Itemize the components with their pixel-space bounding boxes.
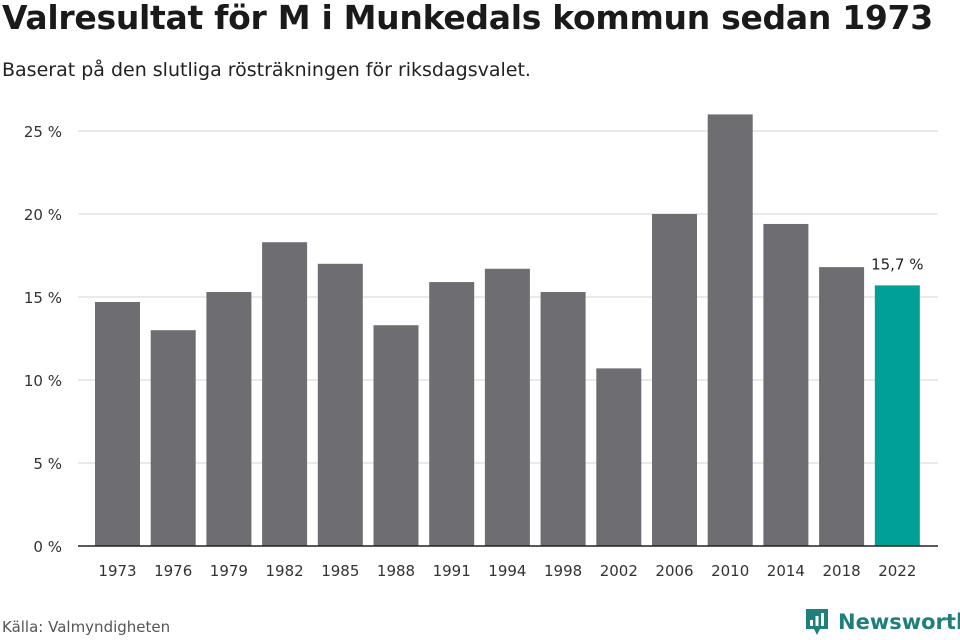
bar [262, 242, 308, 546]
bar [763, 223, 809, 546]
bar [819, 267, 865, 546]
y-tick-label: 20 % [24, 206, 62, 224]
bar [540, 292, 586, 546]
y-tick-label: 25 % [24, 123, 62, 141]
x-tick-label: 1976 [154, 562, 192, 580]
x-tick-label: 1982 [266, 562, 304, 580]
x-tick-label: 2022 [878, 562, 916, 580]
bar [874, 285, 920, 546]
bar [206, 292, 252, 546]
y-tick-label: 10 % [24, 372, 62, 390]
bar [317, 263, 363, 546]
x-tick-label: 1991 [433, 562, 471, 580]
x-tick-label: 2014 [767, 562, 805, 580]
brand-name: Newsworthy [838, 610, 960, 634]
chart-title: Valresultat för M i Munkedals kommun sed… [2, 0, 933, 37]
bar [596, 368, 642, 546]
x-tick-label: 2018 [823, 562, 861, 580]
x-tick-label: 1973 [98, 562, 136, 580]
chart-subtitle: Baserat på den slutliga rösträkningen fö… [2, 59, 531, 81]
x-tick-label: 1979 [210, 562, 248, 580]
brand-logo: Newsworthy [804, 606, 960, 638]
newsworthy-logo-icon [806, 609, 828, 635]
bar [707, 114, 753, 547]
x-tick-label: 1988 [377, 562, 415, 580]
data-label: 15,7 % [871, 255, 923, 273]
x-tick-label: 2006 [655, 562, 693, 580]
x-tick-label: 1998 [544, 562, 582, 580]
y-tick-label: 0 % [33, 538, 62, 556]
y-tick-label: 15 % [24, 289, 62, 307]
bar [652, 214, 697, 546]
bar [429, 282, 475, 546]
x-tick-label: 2010 [711, 562, 749, 580]
y-tick-label: 5 % [33, 455, 62, 473]
bar [150, 330, 196, 546]
bar [373, 325, 419, 546]
bar [95, 301, 140, 546]
bar-chart: 0 % 5 % 10 % 15 % 20 % 25 % 1973 1976 1979 1982 19… [24, 114, 938, 580]
x-tick-label: 1994 [488, 562, 526, 580]
x-tick-label: 2002 [600, 562, 638, 580]
x-tick-label: 1985 [321, 562, 359, 580]
source-note: Källa: Valmyndigheten [2, 618, 171, 636]
bar [484, 268, 530, 546]
